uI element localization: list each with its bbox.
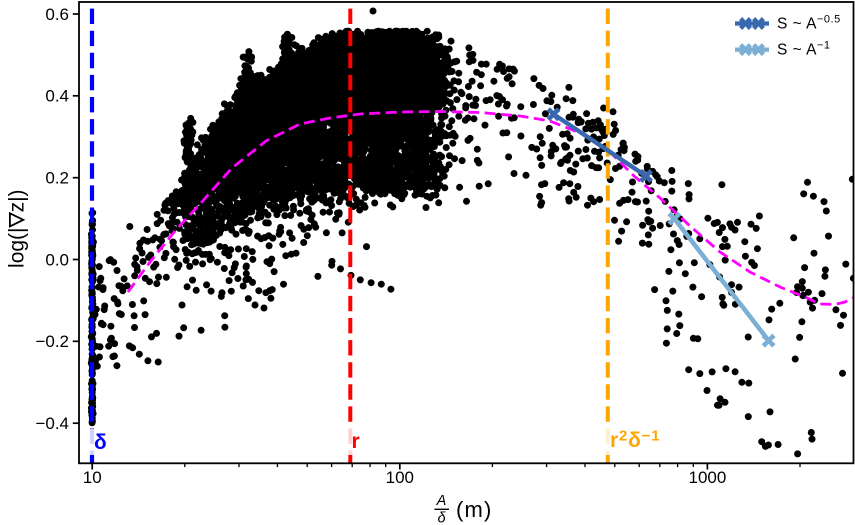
svg-text:(m): (m) xyxy=(456,497,493,522)
svg-text:0.0: 0.0 xyxy=(45,250,69,269)
svg-text:r: r xyxy=(352,430,360,453)
svg-text:−0.4: −0.4 xyxy=(35,414,69,433)
svg-text:−0.2: −0.2 xyxy=(35,332,69,351)
svg-text:100: 100 xyxy=(386,468,414,487)
svg-text:0.6: 0.6 xyxy=(45,5,69,24)
svg-text:0.4: 0.4 xyxy=(45,87,69,106)
svg-text:1000: 1000 xyxy=(688,468,726,487)
svg-text:log(|: log(| xyxy=(6,228,29,268)
svg-text:δ: δ xyxy=(94,431,107,454)
svg-text:δ: δ xyxy=(437,511,446,525)
svg-text:z|): z|) xyxy=(6,189,29,212)
svg-text:10: 10 xyxy=(83,468,102,487)
svg-text:0.2: 0.2 xyxy=(45,169,69,188)
svg-text:A: A xyxy=(436,493,447,509)
svg-text:S ~ A−1: S ~ A−1 xyxy=(777,40,831,59)
